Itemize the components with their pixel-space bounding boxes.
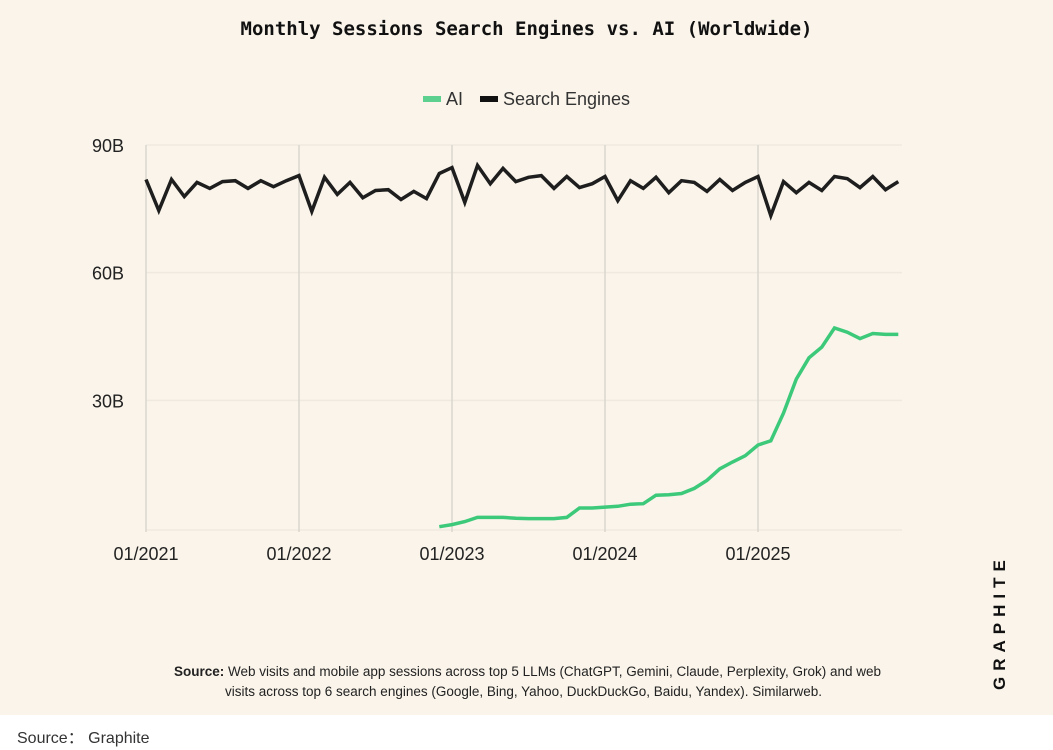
- line-chart: 30B 60B 90B 01/2021 01/2022 01/2023 01/2024 01/…: [92, 136, 902, 564]
- x-tick-label: 01/2022: [266, 544, 331, 564]
- legend-label-ai: AI: [445, 88, 463, 109]
- legend: AI Search Engines: [0, 86, 1053, 110]
- graphite-logo: GRAPHITE: [990, 554, 1009, 690]
- x-tick-label: 01/2021: [113, 544, 178, 564]
- x-tick-label: 01/2025: [725, 544, 790, 564]
- legend-label-search: Search Engines: [502, 88, 631, 109]
- chart-card: [0, 0, 1053, 715]
- x-tick-label: 01/2023: [419, 544, 484, 564]
- y-tick-label: 30B: [92, 391, 124, 411]
- legend-item-ai: AI: [422, 88, 463, 110]
- series-line-ai: [439, 325, 899, 529]
- source-note: Source: Web visits and mobile app sessio…: [174, 662, 914, 702]
- legend-swatch-ai: [422, 96, 441, 102]
- y-tick-label: 60B: [92, 264, 124, 284]
- source-line-1: Web visits and mobile app sessions acros…: [228, 664, 882, 679]
- chart-title: Monthly Sessions Search Engines vs. AI (…: [240, 18, 813, 40]
- source-label: Source:: [174, 664, 225, 679]
- y-tick-label: 90B: [92, 136, 124, 156]
- legend-item-search: Search Engines: [479, 88, 631, 110]
- source-line-2: visits across top 6 search engines (Goog…: [225, 684, 823, 699]
- image-credit: Source： Graphite: [17, 730, 150, 747]
- series-line-search-engines: [144, 161, 900, 221]
- x-tick-label: 01/2024: [572, 544, 637, 564]
- legend-swatch-search: [479, 96, 498, 102]
